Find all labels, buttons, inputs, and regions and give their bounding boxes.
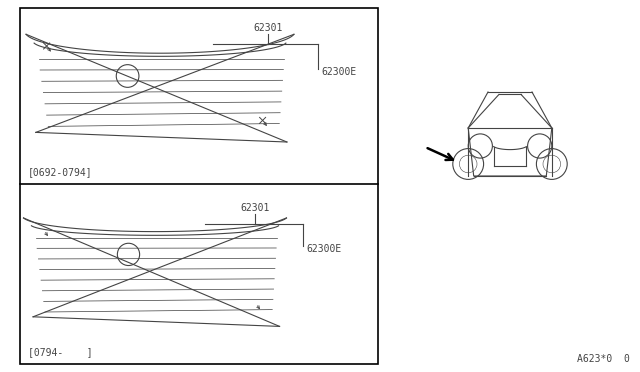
Text: 62300E: 62300E: [321, 67, 356, 77]
Bar: [20, 8, 378, 364]
Text: 62301: 62301: [253, 23, 283, 33]
Text: [0794-    ]: [0794- ]: [28, 347, 93, 357]
Text: 62300E: 62300E: [306, 244, 341, 254]
Text: 62301: 62301: [240, 203, 269, 213]
Text: [0692-0794]: [0692-0794]: [28, 167, 93, 177]
Text: A623*0  0: A623*0 0: [577, 354, 630, 364]
